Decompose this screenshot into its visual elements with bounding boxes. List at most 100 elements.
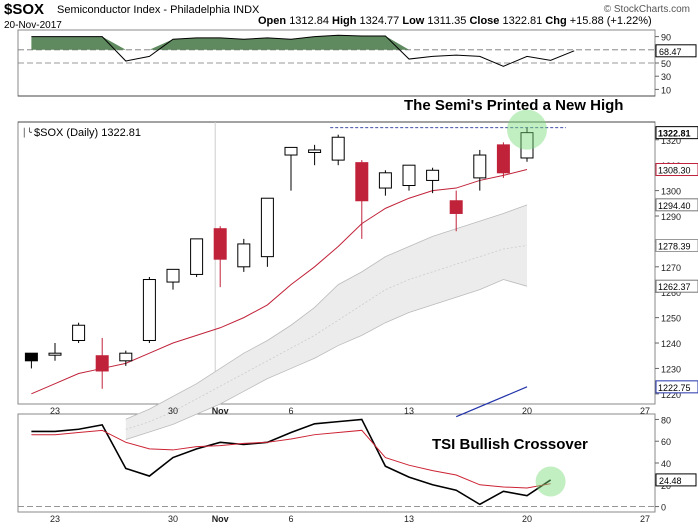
price-candle: [520, 127, 534, 162]
price-x-tick-label: 27: [640, 406, 650, 416]
candle-body: [355, 162, 369, 202]
candle-body: [260, 197, 274, 258]
price-candle: [213, 226, 227, 288]
price-candle: [378, 170, 392, 196]
tsi-last-value-box: [655, 473, 697, 487]
price-candle: [426, 167, 440, 194]
price-y-tick-label: 1320: [661, 136, 681, 146]
price-candle: [284, 146, 298, 191]
price-candle: [496, 142, 510, 178]
index-name-text: Semiconductor Index - Philadelphia: [57, 4, 231, 16]
price-y-tick-label: 1300: [661, 187, 681, 197]
price-y-tick-label: 1250: [661, 314, 681, 324]
price-label: 1308.30: [658, 166, 691, 176]
price-candle: [331, 134, 345, 166]
price-x-tick-label: 30: [168, 406, 178, 416]
new-high-highlight: [507, 109, 547, 150]
price-x-tick-label: Nov: [212, 406, 229, 416]
price-candle: [24, 352, 38, 369]
tsi-y-tick-label: 40: [661, 459, 671, 469]
price-candle: [260, 197, 274, 267]
symbol-title: $SOX: [4, 1, 45, 18]
price-candle: [95, 337, 109, 389]
price-label-box: [655, 380, 698, 394]
candle-body: [213, 228, 227, 260]
moving-average-line: [31, 169, 528, 395]
watermark: © StockCharts.com: [603, 4, 690, 15]
tsi-x-tick-label: 20: [522, 514, 532, 524]
tsi-y-tick-label: 60: [661, 437, 671, 447]
price-y-tick-label: 1240: [661, 339, 681, 349]
price-candle: [119, 350, 133, 366]
price-candle: [166, 268, 180, 290]
cloud-upper-line: [125, 204, 528, 420]
price-legend: $SOX (Daily) 1322.81: [34, 127, 141, 139]
indicator-last-value: 68.47: [659, 47, 682, 57]
indicator-y-tick-label: 10: [661, 85, 671, 95]
blue-trend-line: [455, 386, 528, 418]
price-y-tick-label: 1230: [661, 364, 681, 374]
candle-body: [520, 132, 534, 159]
price-candle: [308, 144, 322, 166]
indicator-last-value-box: [655, 44, 697, 58]
candle-body: [308, 149, 322, 153]
candle-body: [190, 238, 204, 275]
price-label-box: [655, 126, 698, 140]
price-candle: [237, 238, 251, 272]
tsi-x-tick-label: Nov: [212, 514, 229, 524]
tsi-series-signal: [31, 429, 551, 489]
price-label: 1322.81: [658, 129, 691, 139]
new-high-annotation: The Semi's Printed a New High: [404, 97, 623, 114]
price-label-box: [655, 238, 698, 252]
indicator-y-tick-label: 50: [661, 59, 671, 69]
high-label: High: [332, 15, 357, 27]
price-y-tick-label: 1260: [661, 288, 681, 298]
tsi-series-tsi: [31, 418, 552, 506]
price-label: 1262.37: [658, 282, 691, 292]
tsi-last-value: 24.48: [659, 476, 682, 486]
tsi-y-tick-label: 80: [661, 415, 671, 425]
open-value: 1312.84: [289, 15, 329, 27]
candle-body: [72, 324, 86, 341]
candle-body: [402, 164, 416, 187]
price-candle: [72, 322, 86, 344]
tsi-x-tick-label: 27: [640, 514, 650, 524]
candle-body: [237, 243, 251, 268]
tsi-x-tick-label: 6: [288, 514, 293, 524]
high-value: 1324.77: [359, 15, 400, 27]
chart-date: 20-Nov-2017: [4, 20, 62, 31]
candle-body: [473, 154, 487, 179]
price-candle: [355, 160, 369, 239]
exchange-text: INDX: [233, 4, 260, 16]
price-x-tick-label: 6: [288, 406, 293, 416]
price-candle: [402, 164, 416, 191]
tsi-crossover-highlight: [535, 466, 566, 497]
candle-body: [142, 279, 156, 341]
price-y-tick-label: 1290: [661, 212, 681, 222]
price-y-tick-label: 1220: [661, 390, 681, 400]
candle-body: [24, 352, 38, 362]
price-label-box: [655, 163, 698, 177]
candle-body: [426, 169, 440, 181]
indicator-y-tick-label: 90: [661, 33, 671, 43]
candle-body: [449, 200, 463, 214]
chg-label: Chg: [545, 15, 567, 27]
close-label: Close: [469, 15, 500, 27]
candle-body: [48, 352, 62, 356]
price-x-tick-label: 20: [522, 406, 532, 416]
indicator-y-tick-label: 30: [661, 72, 671, 82]
candle-body: [331, 136, 345, 161]
low-value: 1311.35: [427, 15, 467, 27]
cloud-mid-line: [125, 245, 528, 430]
tsi-y-tick-label: 0: [661, 503, 666, 513]
low-label: Low: [402, 15, 425, 27]
price-candle: [142, 276, 156, 344]
price-label: 1222.75: [658, 383, 691, 393]
legend-candle-icon: │╰: [22, 127, 32, 138]
tsi-x-tick-label: 30: [168, 514, 178, 524]
cloud-lower-line: [125, 279, 528, 440]
price-label-box: [655, 198, 698, 212]
indicator-overbought-fill: [31, 35, 575, 50]
open-label: Open: [258, 15, 287, 27]
